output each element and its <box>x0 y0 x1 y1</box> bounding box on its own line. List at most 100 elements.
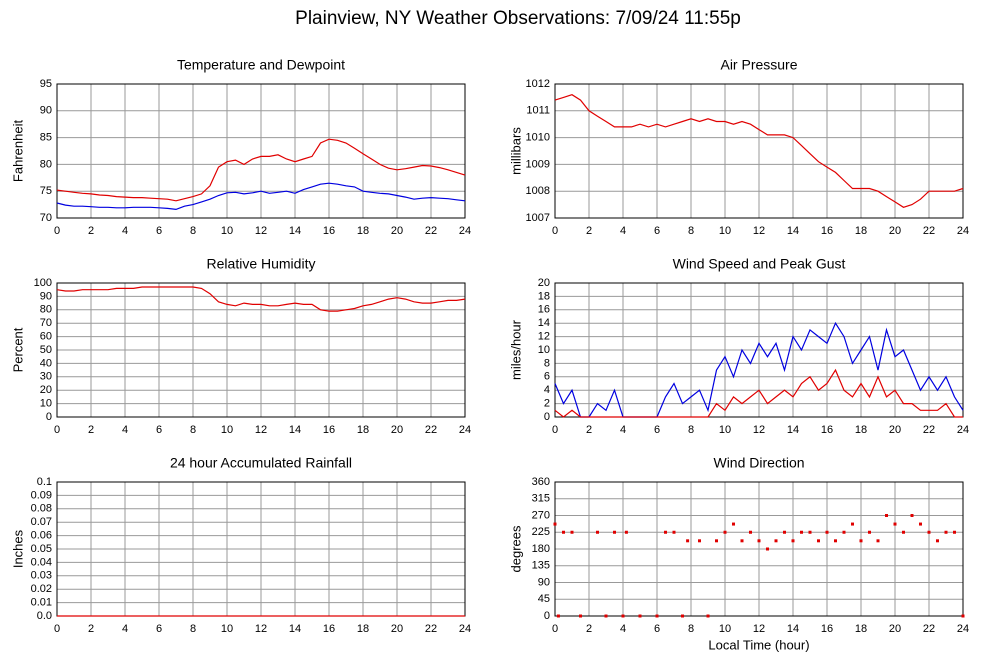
x-tick-label: 18 <box>855 424 867 436</box>
x-tick-label: 4 <box>122 225 128 237</box>
y-tick-label: 50 <box>40 344 52 356</box>
y-tick-label: 1012 <box>526 78 550 90</box>
x-tick-label: 10 <box>221 424 233 436</box>
x-tick-label: 24 <box>957 623 969 635</box>
x-tick-label: 12 <box>753 424 765 436</box>
scatter-point <box>621 614 625 618</box>
scatter-point <box>664 530 667 534</box>
chart-title: 24 hour Accumulated Rainfall <box>170 455 352 471</box>
scatter-point <box>757 539 761 543</box>
scatter-point <box>681 614 684 618</box>
x-tick-label: 2 <box>88 424 94 436</box>
scatter-point <box>749 530 752 534</box>
x-tick-label: 16 <box>821 424 833 436</box>
x-tick-label: 6 <box>156 623 162 635</box>
y-axis-label: Percent <box>10 327 25 372</box>
x-tick-label: 14 <box>289 225 301 237</box>
scatter-point <box>553 522 557 526</box>
y-tick-label: 1011 <box>526 105 550 117</box>
x-tick-label: 20 <box>391 424 403 436</box>
x-tick-label: 18 <box>357 623 369 635</box>
scatter-point <box>893 522 897 526</box>
scatter-point <box>570 530 574 534</box>
x-tick-label: 4 <box>122 424 128 436</box>
scatter-point <box>953 530 956 534</box>
plot-border <box>554 282 964 418</box>
x-tick-label: 2 <box>88 225 94 237</box>
scatter-point <box>723 530 727 534</box>
y-tick-label: 0.03 <box>31 570 52 582</box>
scatter-point <box>604 614 608 618</box>
y-tick-label: 8 <box>544 357 550 369</box>
scatter-point <box>698 539 701 543</box>
x-tick-label: 2 <box>586 623 592 635</box>
scatter-point <box>732 522 735 526</box>
scatter-point <box>672 530 676 534</box>
scatter-point <box>686 539 690 543</box>
y-tick-label: 90 <box>40 290 52 302</box>
y-axis-label: miles/hour <box>508 319 523 380</box>
scatter-point <box>944 530 948 534</box>
x-tick-label: 22 <box>425 623 437 635</box>
scatter-point <box>774 539 778 543</box>
scatter-point <box>791 539 795 543</box>
y-tick-label: 315 <box>532 493 550 505</box>
scatter-point <box>638 614 642 618</box>
y-tick-label: 30 <box>40 371 52 383</box>
x-tick-label: 22 <box>923 623 935 635</box>
y-tick-label: 40 <box>40 357 52 369</box>
x-tick-label: 22 <box>425 225 437 237</box>
x-tick-label: 6 <box>156 225 162 237</box>
scatter-point <box>766 547 769 551</box>
chart-title: Air Pressure <box>720 57 797 73</box>
y-tick-label: 95 <box>40 78 52 90</box>
x-tick-label: 8 <box>190 225 196 237</box>
y-tick-label: 10 <box>538 344 550 356</box>
x-tick-label: 24 <box>459 424 471 436</box>
y-tick-label: 4 <box>544 384 550 396</box>
y-tick-label: 12 <box>538 331 550 343</box>
x-tick-label: 8 <box>190 424 196 436</box>
x-tick-label: 6 <box>156 424 162 436</box>
page-title: Plainview, NY Weather Observations: 7/09… <box>295 8 741 29</box>
series-line <box>56 286 466 312</box>
scatter-point <box>868 530 871 534</box>
scatter-point <box>596 530 599 534</box>
scatter-point <box>936 539 939 543</box>
y-tick-label: 0 <box>544 610 550 622</box>
scatter-point <box>919 522 922 526</box>
y-tick-label: 0.01 <box>31 597 52 609</box>
y-tick-label: 90 <box>40 105 52 117</box>
y-tick-label: 0.1 <box>37 476 52 488</box>
y-axis-label: millibars <box>508 127 523 175</box>
y-tick-label: 0 <box>544 411 550 423</box>
x-tick-label: 4 <box>620 225 626 237</box>
x-tick-label: 10 <box>719 623 731 635</box>
x-tick-label: 6 <box>654 225 660 237</box>
series-line <box>554 368 963 418</box>
y-tick-label: 20 <box>538 277 550 289</box>
x-tick-label: 16 <box>821 623 833 635</box>
x-tick-label: 2 <box>586 424 592 436</box>
x-tick-label: 0 <box>54 225 60 237</box>
x-tick-label: 12 <box>753 225 765 237</box>
y-tick-label: 75 <box>40 185 52 197</box>
x-tick-label: 12 <box>255 623 267 635</box>
y-tick-label: 70 <box>40 212 52 224</box>
scatter-point <box>556 614 560 618</box>
scatter-point <box>825 530 829 534</box>
y-tick-label: 100 <box>34 277 52 289</box>
x-tick-label: 8 <box>688 623 694 635</box>
x-tick-label: 0 <box>552 225 558 237</box>
x-tick-label: 12 <box>255 225 267 237</box>
y-tick-label: 45 <box>538 593 550 605</box>
y-tick-label: 18 <box>538 290 550 302</box>
x-tick-label: 18 <box>357 225 369 237</box>
y-tick-label: 180 <box>532 543 550 555</box>
y-tick-label: 60 <box>40 331 52 343</box>
y-tick-label: 16 <box>538 304 550 316</box>
x-tick-label: 2 <box>586 225 592 237</box>
x-tick-label: 14 <box>289 424 301 436</box>
x-tick-label: 14 <box>787 424 799 436</box>
